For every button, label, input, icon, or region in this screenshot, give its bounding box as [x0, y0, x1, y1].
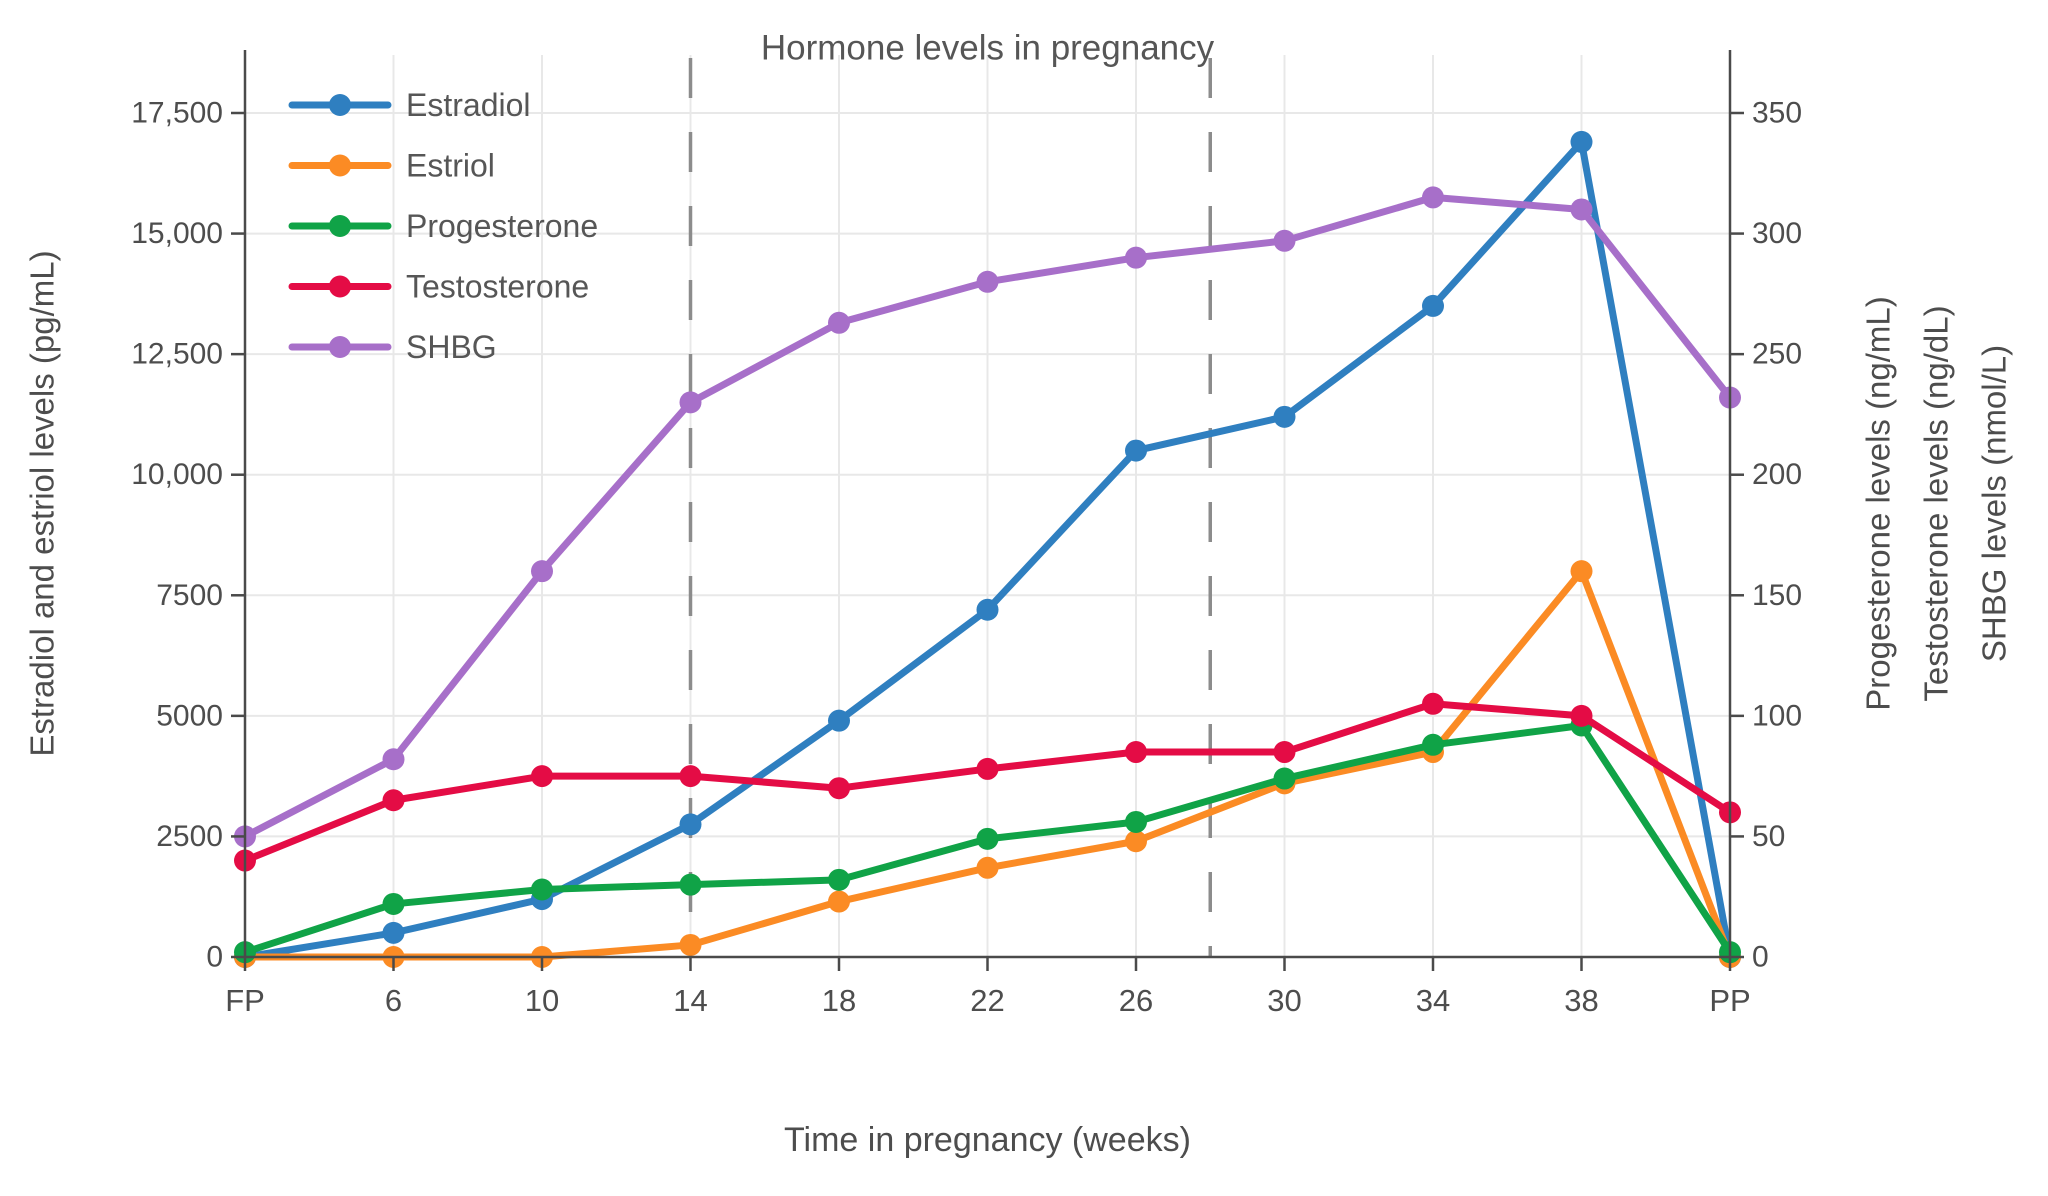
legend-item-progesterone: Progesterone [288, 208, 598, 244]
x-tick-label: 34 [1416, 983, 1450, 1018]
left-tick-label: 7500 [156, 579, 223, 612]
data-point [976, 270, 999, 293]
legend-label: Estriol [406, 148, 495, 184]
left-tick-label: 10,000 [131, 458, 223, 491]
data-point [1125, 741, 1147, 764]
data-point [828, 890, 850, 913]
right-tick-label: 300 [1752, 217, 1802, 250]
data-point [1422, 294, 1444, 317]
data-point [382, 789, 405, 812]
series-shbg [234, 186, 1741, 848]
data-point [1570, 560, 1593, 583]
data-point [531, 560, 553, 583]
data-point [1125, 810, 1147, 833]
x-tick-label: 30 [1267, 983, 1301, 1018]
x-tick-label: 14 [673, 983, 707, 1018]
data-point [1273, 229, 1296, 252]
x-tick-label: FP [225, 983, 265, 1018]
data-point [531, 878, 553, 901]
right-tick-label: 50 [1752, 820, 1785, 853]
tick-labels: 0 2500 5000 7500 10,000 12,500 15,000 17,500 0 50… [131, 97, 1802, 1019]
data-point [531, 765, 553, 788]
data-point [679, 391, 702, 414]
data-point [1570, 198, 1593, 221]
legend-item-shbg: SHBG [288, 329, 497, 365]
data-point [828, 311, 850, 334]
right-axis-title-shbg: SHBG levels (nmol/L) [1976, 345, 2013, 662]
data-point [679, 873, 702, 896]
right-tick-label: 200 [1752, 458, 1802, 491]
data-point [382, 748, 405, 771]
legend-label: Progesterone [406, 208, 598, 244]
x-tick-label: 26 [1119, 983, 1153, 1018]
data-point [828, 709, 850, 732]
data-point [1570, 130, 1593, 153]
right-tick-label: 0 [1752, 941, 1769, 974]
data-point [679, 933, 702, 956]
legend-swatch-dot [329, 336, 351, 358]
chart-title: Hormone levels in pregnancy [761, 29, 1215, 68]
x-tick-label: 6 [385, 983, 402, 1018]
legend-swatch-dot [329, 275, 351, 298]
data-point [828, 777, 850, 800]
data-point [679, 813, 702, 836]
right-tick-label: 150 [1752, 579, 1802, 612]
legend-swatch-dot [329, 154, 351, 177]
data-point [1273, 767, 1296, 790]
legend: Estradiol Estriol Progesterone Testosterone… [288, 87, 598, 365]
data-point [828, 868, 850, 891]
left-tick-label: 15,000 [131, 217, 223, 250]
data-point [1125, 830, 1147, 853]
data-point [382, 921, 405, 944]
legend-item-estriol: Estriol [288, 148, 495, 184]
data-point [1125, 439, 1147, 462]
data-point [1422, 733, 1444, 756]
data-point [1273, 741, 1296, 764]
legend-swatch-dot [329, 94, 351, 116]
legend-item-estradiol: Estradiol [288, 87, 531, 123]
legend-label: Estradiol [406, 87, 531, 123]
left-tick-label: 17,500 [131, 97, 223, 130]
data-point [976, 757, 999, 780]
data-point [382, 892, 405, 915]
x-tick-label: 18 [822, 983, 856, 1018]
data-point [976, 827, 999, 850]
left-axis-title: Estradiol and estriol levels (pg/mL) [24, 250, 61, 756]
data-point [1125, 246, 1147, 269]
data-point [1570, 704, 1593, 727]
left-tick-label: 2500 [156, 820, 223, 853]
x-tick-label: 10 [525, 983, 559, 1018]
left-tick-label: 5000 [156, 699, 223, 732]
axes [231, 50, 1744, 971]
right-tick-label: 350 [1752, 97, 1802, 130]
right-tick-label: 100 [1752, 699, 1802, 732]
data-point [1273, 405, 1296, 428]
left-tick-label: 12,500 [131, 338, 223, 371]
data-point [976, 856, 999, 879]
legend-swatch-dot [329, 215, 351, 237]
left-tick-label: 0 [206, 941, 223, 974]
data-point [1422, 186, 1444, 209]
x-tick-label: 38 [1564, 983, 1598, 1018]
data-point [976, 598, 999, 621]
legend-label: SHBG [406, 329, 497, 365]
x-tick-label: PP [1709, 983, 1750, 1018]
data-point [679, 765, 702, 788]
right-tick-label: 250 [1752, 338, 1802, 371]
gridlines [245, 55, 1730, 958]
right-axis-title-testosterone: Testosterone levels (ng/dL) [1918, 305, 1955, 701]
x-axis-title: Time in pregnancy (weeks) [784, 1121, 1191, 1159]
data-point [1422, 692, 1444, 715]
legend-item-testosterone: Testosterone [288, 269, 589, 305]
x-tick-label: 22 [970, 983, 1004, 1018]
right-axis-title-progesterone: Progesterone levels (ng/mL) [1860, 296, 1897, 711]
legend-label: Testosterone [406, 269, 589, 305]
